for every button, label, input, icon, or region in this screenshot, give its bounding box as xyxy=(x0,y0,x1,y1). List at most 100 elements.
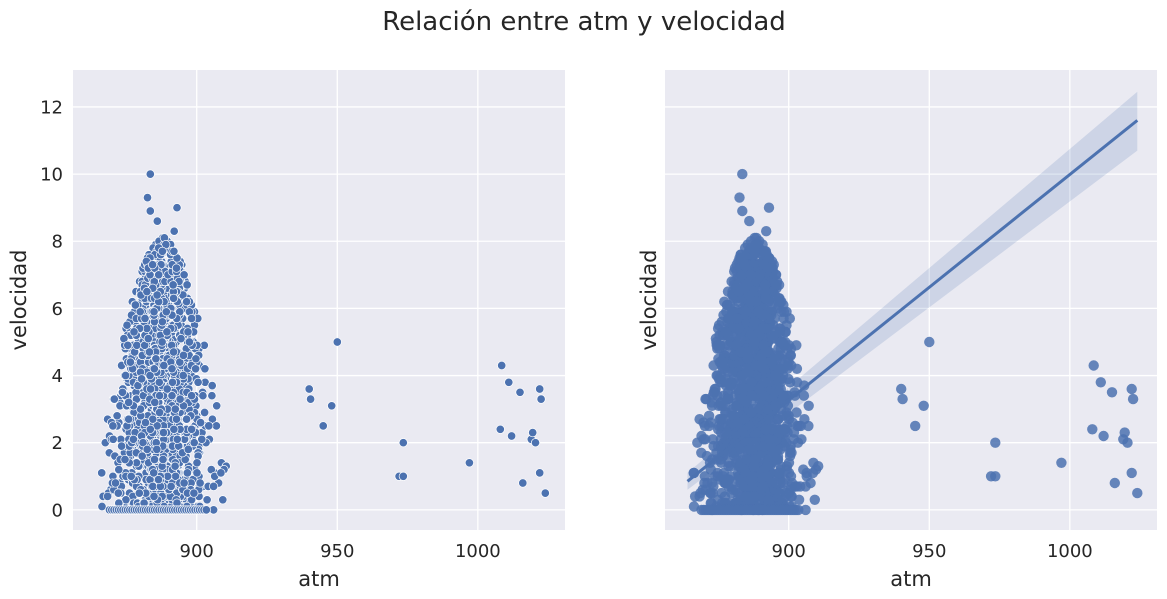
scatter-point xyxy=(776,336,787,348)
scatter-point xyxy=(714,340,725,351)
scatter-point xyxy=(758,363,770,374)
scatter-point xyxy=(179,478,189,488)
scatter-point xyxy=(169,424,179,434)
scatter-point xyxy=(713,320,725,331)
scatter-point xyxy=(723,340,734,351)
scatter-point xyxy=(172,434,182,444)
scatter-point xyxy=(782,353,794,364)
scatter-point xyxy=(138,438,148,448)
scatter-point xyxy=(126,471,136,481)
scatter-point xyxy=(798,390,810,401)
scatter-point xyxy=(763,262,774,274)
scatter-point xyxy=(701,393,712,405)
scatter-point xyxy=(169,246,179,256)
scatter-point xyxy=(764,434,775,445)
scatter-point xyxy=(750,360,761,371)
scatter-point xyxy=(702,477,713,489)
scatter-point xyxy=(183,444,193,454)
scatter-point xyxy=(142,444,152,454)
scatter-point xyxy=(770,350,781,361)
x-tick-label: 950 xyxy=(912,541,946,562)
scatter-point xyxy=(1109,477,1121,489)
scatter-point xyxy=(1126,467,1137,479)
scatter-point xyxy=(198,391,208,401)
y-tick-label: 10 xyxy=(40,165,63,186)
scatter-point xyxy=(108,421,118,431)
scatter-point xyxy=(170,461,180,471)
scatter-point xyxy=(151,354,161,364)
scatter-point xyxy=(793,504,804,516)
scatter-point xyxy=(748,336,760,348)
scatter-point xyxy=(332,337,342,347)
scatter-point xyxy=(175,394,185,404)
scatter-point xyxy=(774,326,786,338)
scatter-point xyxy=(150,397,160,407)
scatter-point xyxy=(130,300,140,310)
scatter-point xyxy=(134,488,144,498)
scatter-point xyxy=(775,444,786,455)
scatter-point xyxy=(749,454,761,465)
scatter-point xyxy=(528,428,538,438)
scatter-point xyxy=(153,475,164,485)
scatter-point xyxy=(121,370,131,381)
scatter-point xyxy=(149,364,159,374)
scatter-point xyxy=(715,414,726,425)
scatter-point xyxy=(749,246,760,257)
scatter-point xyxy=(754,383,765,395)
scatter-point xyxy=(304,384,314,394)
scatter-point xyxy=(715,397,726,408)
scatter-point xyxy=(169,293,179,303)
scatter-point xyxy=(786,477,798,489)
scatter-point xyxy=(155,407,165,418)
scatter-point xyxy=(773,414,784,425)
scatter-point xyxy=(536,394,546,404)
y-tick-label: 4 xyxy=(52,366,63,387)
tick-labels-right: 900 950 1000 xyxy=(772,541,1093,562)
scatter-point xyxy=(717,356,728,368)
scatter-point xyxy=(154,270,164,280)
scatter-point xyxy=(207,391,217,401)
y-tick-label: 12 xyxy=(40,97,63,118)
scatter-point xyxy=(123,340,133,350)
scatter-point xyxy=(112,411,122,421)
scatter-point xyxy=(97,501,107,512)
scatter-point xyxy=(124,397,134,407)
y-tick-label: 0 xyxy=(52,500,63,521)
scatter-point xyxy=(700,434,711,445)
scatter-point xyxy=(784,377,796,388)
scatter-point xyxy=(137,374,147,384)
scatter-point xyxy=(518,478,528,488)
scatter-point xyxy=(145,169,155,179)
scatter-point xyxy=(782,363,793,374)
scatter-point xyxy=(142,193,153,203)
scatter-point xyxy=(1088,360,1099,371)
scatter-point xyxy=(178,350,189,360)
scatter-point xyxy=(720,326,732,338)
scatter-point xyxy=(216,468,226,478)
scatter-point xyxy=(200,364,210,374)
scatter-point xyxy=(737,205,748,217)
scatter-point xyxy=(145,424,155,434)
scatter-point xyxy=(149,491,159,501)
scatter-point xyxy=(766,393,778,405)
scatter-point xyxy=(743,444,754,455)
scatter-point xyxy=(807,467,819,479)
scatter-point xyxy=(699,420,711,432)
scatter-point xyxy=(1098,430,1109,442)
scatter-point xyxy=(507,431,517,441)
scatter-point xyxy=(464,458,474,468)
scatter-point xyxy=(172,203,182,213)
scatter-point xyxy=(144,347,155,357)
scatter-point xyxy=(744,215,755,227)
scatter-point xyxy=(795,420,806,432)
scatter-point xyxy=(731,313,743,324)
scatter-point xyxy=(202,495,212,505)
scatter-point xyxy=(773,296,784,307)
scatter-point xyxy=(167,377,178,387)
scatter-point xyxy=(157,317,167,327)
scatter-point xyxy=(781,437,792,448)
scatter-point xyxy=(749,316,760,327)
scatter-point xyxy=(740,306,752,317)
scatter-point xyxy=(196,418,206,428)
